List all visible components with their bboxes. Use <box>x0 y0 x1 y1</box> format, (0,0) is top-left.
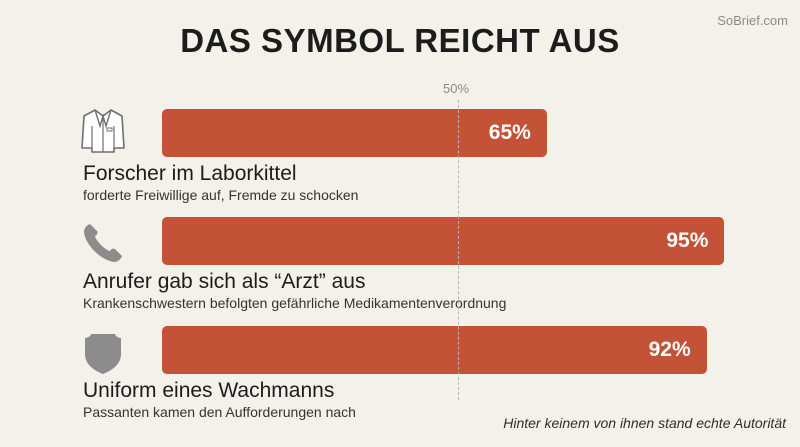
lab-coat-icon <box>78 106 128 156</box>
row-title-0: Forscher im Laborkittel <box>83 162 297 185</box>
shield-badge-icon <box>78 328 128 378</box>
phone-icon <box>78 218 128 268</box>
row-subtitle-1: Krankenschwestern befolgten gefährliche … <box>83 295 507 311</box>
bar-value-label-0: 65% <box>488 121 531 144</box>
bar-2: 92% <box>162 326 707 374</box>
reference-line <box>458 100 459 400</box>
bar-0: 65% <box>162 109 547 157</box>
row-title-2: Uniform eines Wachmanns <box>83 379 335 402</box>
row-subtitle-0: forderte Freiwillige auf, Fremde zu scho… <box>83 187 359 203</box>
row-subtitle-2: Passanten kamen den Aufforderungen nach <box>83 404 356 420</box>
row-title-1: Anrufer gab sich als “Arzt” aus <box>83 270 366 293</box>
bar-value-label-2: 92% <box>648 338 691 361</box>
bar-1: 95% <box>162 217 725 265</box>
bar-value-label-1: 95% <box>666 229 709 252</box>
page-title: DAS SYMBOL REICHT AUS <box>180 22 620 59</box>
brand-watermark: SoBrief.com <box>717 13 788 28</box>
footnote: Hinter keinem von ihnen stand echte Auto… <box>503 415 786 431</box>
reference-label: 50% <box>443 81 470 96</box>
